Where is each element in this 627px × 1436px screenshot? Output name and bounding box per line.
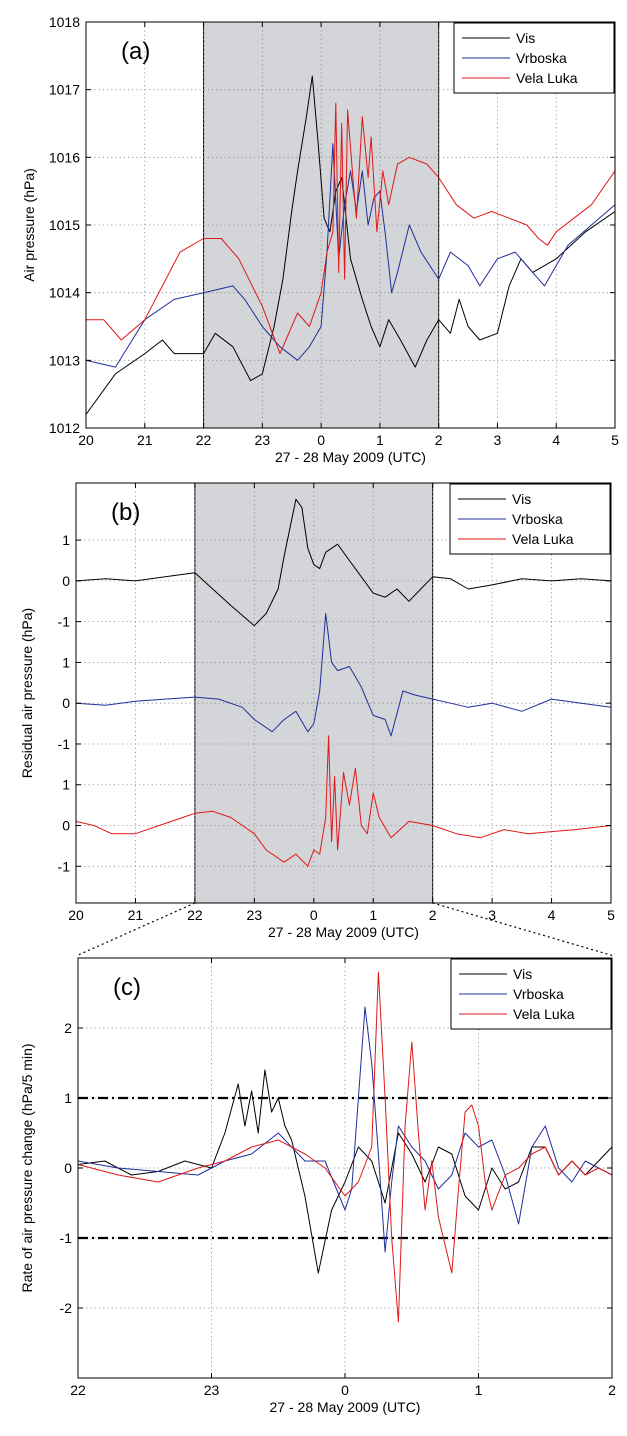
- x-tick-label: 23: [247, 907, 263, 923]
- x-tick-label: 22: [187, 907, 203, 923]
- panel-label: (a): [121, 38, 150, 65]
- x-tick-label: 5: [607, 907, 615, 923]
- x-tick-label: 22: [196, 432, 212, 448]
- legend-label: Vrboska: [516, 50, 567, 66]
- y-tick-label: 0: [62, 818, 70, 834]
- y-tick-label: -1: [58, 858, 71, 874]
- y-tick-label: 1014: [49, 285, 80, 301]
- legend-label: Vela Luka: [512, 531, 574, 547]
- y-tick-label: 1016: [49, 149, 80, 165]
- series-line-vela-luka: [78, 971, 612, 1323]
- x-tick-label: 2: [435, 432, 443, 448]
- y-tick-label: 0: [64, 1160, 72, 1176]
- y-tick-label: 1018: [49, 14, 80, 30]
- zoom-connector-right: [432, 902, 615, 957]
- x-tick-label: 2: [608, 1382, 616, 1398]
- y-axis-label: Residual air pressure (hPa): [19, 608, 35, 778]
- x-axis-label: 27 - 28 May 2009 (UTC): [270, 1399, 421, 1415]
- x-tick-label: 23: [204, 1382, 220, 1398]
- x-tick-label: 2: [429, 907, 437, 923]
- y-tick-label: 1015: [49, 217, 80, 233]
- y-tick-label: 1: [62, 654, 70, 670]
- y-tick-label: 2: [64, 1020, 72, 1036]
- series-line-vis: [76, 498, 611, 627]
- y-tick-label: -1: [60, 1230, 73, 1246]
- legend-label: Vis: [512, 491, 531, 507]
- x-tick-label: 0: [341, 1382, 349, 1398]
- y-axis-label: Rate of air pressure change (hPa/5 min): [19, 1043, 35, 1292]
- x-tick-label: 4: [552, 432, 560, 448]
- x-tick-label: 4: [548, 907, 556, 923]
- legend-label: Vrboska: [513, 986, 564, 1002]
- y-tick-label: 1: [62, 777, 70, 793]
- y-axis-label: Air pressure (hPa): [21, 168, 37, 282]
- y-tick-label: -2: [60, 1300, 73, 1316]
- x-tick-label: 1: [475, 1382, 483, 1398]
- y-tick-label: 1013: [49, 352, 80, 368]
- y-tick-label: 1: [64, 1090, 72, 1106]
- x-tick-label: 20: [68, 907, 84, 923]
- panel-b: 20 21 22 23 0 1 2 3 4 510-110-110-127 - 28 May 20…: [19, 482, 615, 940]
- series-line-vis: [78, 1069, 612, 1274]
- legend: Vis Vrboska Vela Luka: [453, 22, 615, 94]
- panel-a: 20 21 22 23 0 1 2 3 4 510121013101410151016101710…: [21, 14, 619, 465]
- y-tick-label: 1012: [49, 420, 80, 436]
- series-line-vela-luka: [86, 102, 615, 355]
- legend: Vis Vrboska Vela Luka: [450, 958, 612, 1030]
- panel-label: (c): [113, 974, 141, 1001]
- y-tick-label: 0: [62, 573, 70, 589]
- x-tick-label: 0: [317, 432, 325, 448]
- x-tick-label: 1: [369, 907, 377, 923]
- legend-label: Vela Luka: [513, 1006, 575, 1022]
- y-tick-label: -1: [58, 736, 71, 752]
- zoom-connector-left: [75, 902, 196, 957]
- legend-label: Vrboska: [512, 511, 563, 527]
- panel-label: (b): [111, 499, 140, 526]
- x-tick-label: 22: [70, 1382, 86, 1398]
- legend-label: Vis: [513, 966, 532, 982]
- legend: Vis Vrboska Vela Luka: [449, 483, 611, 555]
- series-line-vis: [86, 75, 615, 415]
- x-tick-label: 3: [488, 907, 496, 923]
- series-line-vela-luka: [76, 735, 611, 867]
- x-axis-label: 27 - 28 May 2009 (UTC): [275, 449, 426, 465]
- series-line-vrboska: [76, 613, 611, 737]
- x-tick-label: 21: [128, 907, 144, 923]
- x-tick-label: 21: [137, 432, 153, 448]
- axes-frame: [75, 482, 612, 904]
- y-tick-label: 0: [62, 695, 70, 711]
- legend-label: Vela Luka: [516, 70, 578, 86]
- x-tick-label: 5: [611, 432, 619, 448]
- x-tick-label: 23: [255, 432, 271, 448]
- y-tick-label: 1: [62, 532, 70, 548]
- y-tick-label: 1017: [49, 82, 80, 98]
- series-line-vrboska: [86, 143, 615, 368]
- x-tick-label: 20: [78, 432, 94, 448]
- legend-label: Vis: [516, 30, 535, 46]
- y-tick-label: -1: [58, 614, 71, 630]
- x-tick-label: 0: [310, 907, 318, 923]
- x-tick-label: 3: [494, 432, 502, 448]
- x-axis-label: 27 - 28 May 2009 (UTC): [268, 924, 419, 940]
- x-tick-label: 1: [376, 432, 384, 448]
